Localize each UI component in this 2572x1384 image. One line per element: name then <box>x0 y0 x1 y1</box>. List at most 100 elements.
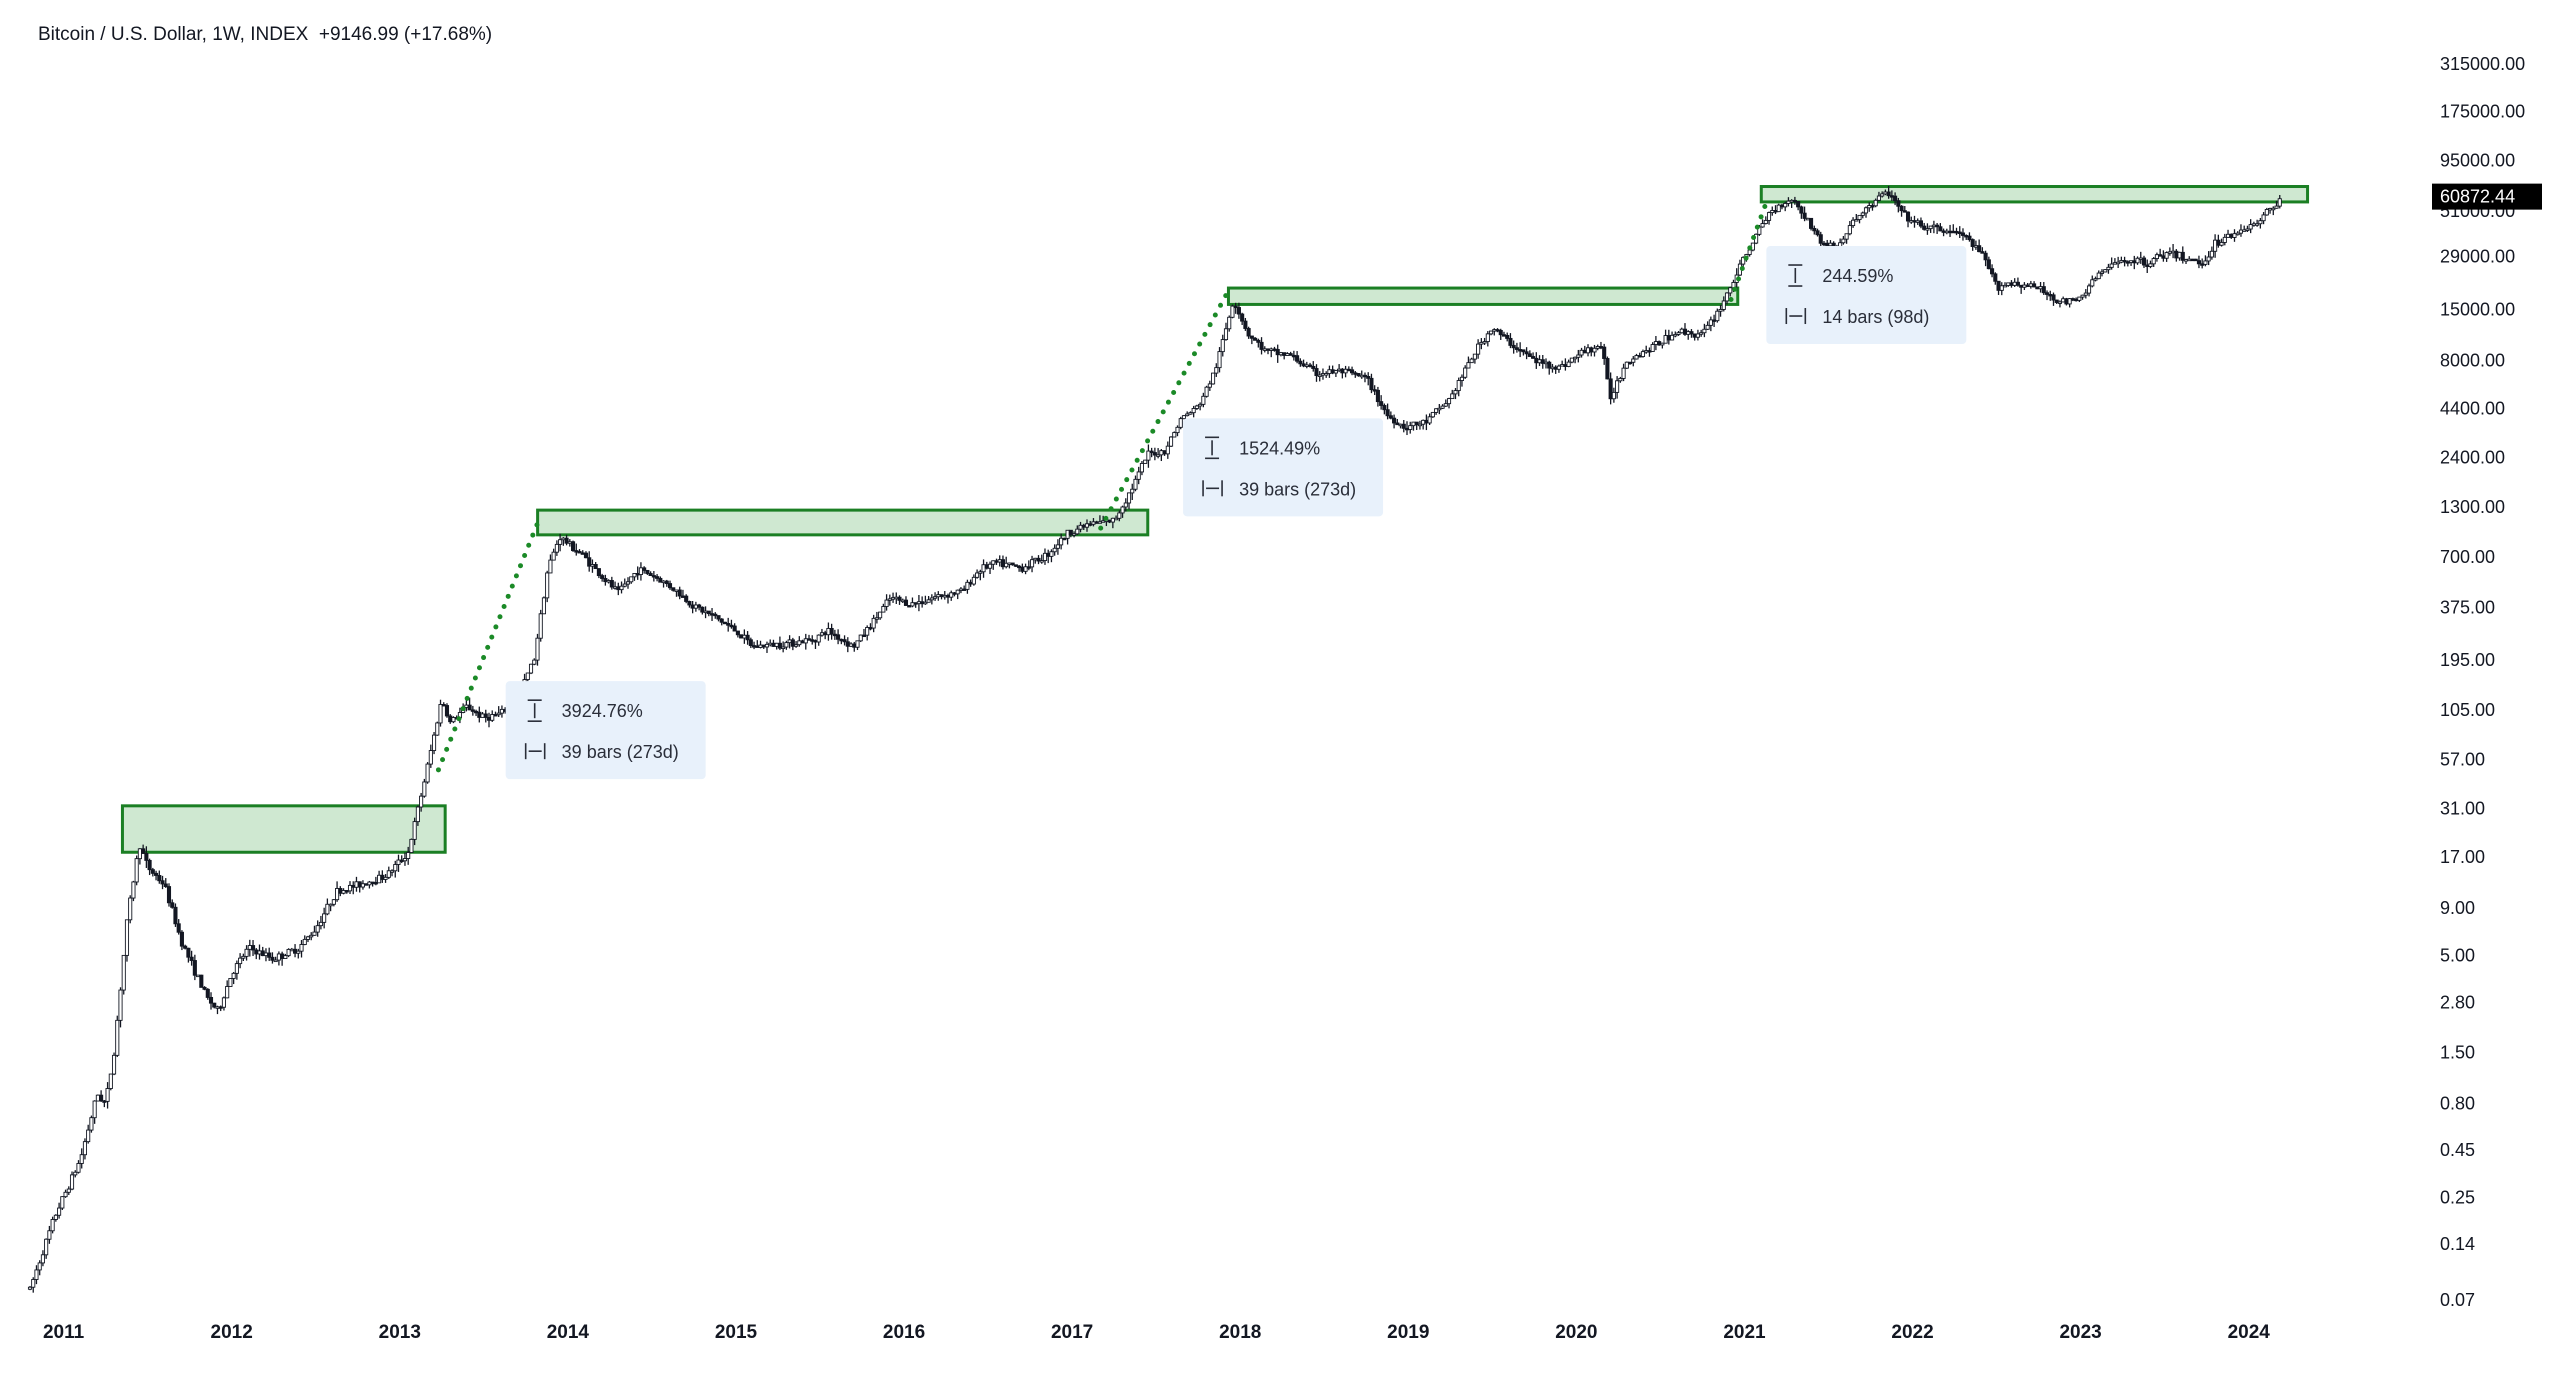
candle <box>1359 370 1364 379</box>
candle <box>448 714 453 724</box>
candle <box>687 600 692 608</box>
resistance-zone-3[interactable] <box>1226 286 1740 306</box>
candle <box>2187 256 2192 262</box>
measure-annotation-1[interactable]: 3924.76% 39 bars (273d) <box>505 681 706 780</box>
candle <box>1986 256 1991 270</box>
candle <box>1327 365 1332 378</box>
candle <box>2219 238 2224 247</box>
candle <box>53 1214 58 1222</box>
rally-dotted-line-1[interactable] <box>435 512 544 773</box>
candle <box>975 569 980 579</box>
candle <box>231 971 236 985</box>
candle <box>1278 351 1283 357</box>
candle <box>2251 221 2256 227</box>
y-tick-label: 175000.00 <box>2440 101 2525 121</box>
candle <box>1434 408 1439 415</box>
candle <box>622 578 627 588</box>
resistance-zone-1[interactable] <box>120 804 447 854</box>
candle <box>325 898 330 916</box>
candle <box>1178 416 1183 430</box>
x-axis[interactable]: 2011 2012 2013 2014 2015 2016 2017 2018 2019 2020… <box>43 1322 2270 1343</box>
candle <box>1699 329 1704 337</box>
candle <box>2129 260 2134 266</box>
candle <box>1569 357 1574 364</box>
candle <box>726 617 731 632</box>
candle <box>364 883 369 886</box>
candle <box>2070 297 2075 302</box>
resistance-zone-4[interactable] <box>1759 185 2310 204</box>
measure-annotation-2[interactable]: 1524.49% 39 bars (273d) <box>1183 418 1384 517</box>
candle <box>351 881 356 895</box>
candle <box>2035 286 2040 290</box>
candle <box>1576 349 1581 363</box>
candle <box>680 589 685 598</box>
candle <box>1805 217 1810 221</box>
candle <box>432 732 437 755</box>
y-tick-label: 0.45 <box>2440 1140 2475 1160</box>
candle <box>425 762 430 784</box>
price-range-icon <box>527 699 542 722</box>
candle <box>1191 405 1196 418</box>
candle <box>1388 411 1393 420</box>
candle <box>1243 317 1248 331</box>
candle <box>638 562 643 581</box>
candle <box>871 614 876 633</box>
candle <box>315 920 320 937</box>
candle <box>1188 411 1193 415</box>
candle <box>868 623 873 631</box>
candle <box>949 590 954 601</box>
candle <box>118 987 123 1028</box>
candle <box>1915 218 1920 225</box>
candle <box>305 935 311 943</box>
candle <box>1039 554 1044 564</box>
candle <box>444 703 450 718</box>
candle <box>396 854 401 872</box>
rally-dotted-line-3[interactable] <box>1728 195 1771 303</box>
annotation-box <box>505 681 706 780</box>
candle <box>1902 206 1907 213</box>
candle <box>2057 300 2063 308</box>
candle <box>826 622 831 641</box>
rally-dotted-line-2[interactable] <box>1098 288 1231 531</box>
candle <box>2206 251 2211 266</box>
candle <box>1589 346 1594 357</box>
candle <box>1010 562 1015 566</box>
candle <box>629 576 634 584</box>
zones-layer <box>120 185 2310 854</box>
candle <box>322 907 327 929</box>
candle <box>1485 331 1490 347</box>
candle <box>1928 225 1933 233</box>
candles-layer <box>27 185 2282 1293</box>
candle <box>2048 290 2053 301</box>
candle <box>2090 275 2095 288</box>
candle <box>1395 418 1400 426</box>
candle <box>564 534 569 546</box>
candle <box>2141 255 2147 268</box>
candle <box>115 1015 120 1058</box>
candle <box>1941 228 1946 237</box>
candle <box>1275 344 1280 363</box>
candle <box>709 608 715 621</box>
candle <box>1918 217 1924 229</box>
candle <box>1211 372 1216 385</box>
measure-annotation-3[interactable]: 244.59% 14 bars (98d) <box>1766 246 1967 345</box>
annotation-box <box>1766 246 1967 345</box>
candle <box>739 634 744 639</box>
candle <box>878 611 883 620</box>
y-tick-label: 195.00 <box>2440 650 2495 670</box>
candle <box>1114 515 1119 521</box>
candle <box>412 817 417 846</box>
candle <box>613 581 618 590</box>
candle <box>474 709 479 717</box>
candle <box>1469 357 1474 364</box>
resistance-zone-2[interactable] <box>536 508 1150 537</box>
candle <box>1579 347 1584 358</box>
candle <box>293 944 298 958</box>
candle <box>2022 282 2027 291</box>
candle <box>810 635 815 645</box>
candle <box>787 635 792 649</box>
y-axis[interactable]: 315000.00175000.0095000.0051000.0029000.… <box>2440 54 2525 1310</box>
candle <box>166 883 172 907</box>
